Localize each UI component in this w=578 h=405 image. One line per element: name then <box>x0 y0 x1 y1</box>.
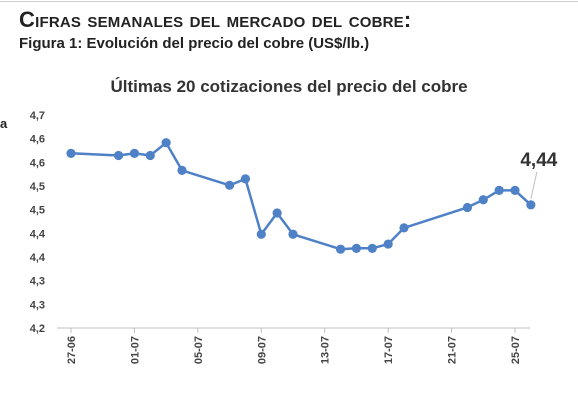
y-tick-label: 4,6 <box>30 157 45 169</box>
x-tick-label: 25-07 <box>510 336 522 364</box>
data-point <box>478 195 488 205</box>
y-tick-label: 4,5 <box>30 205 45 217</box>
data-point <box>335 244 346 254</box>
x-tick-label: 21-07 <box>447 336 459 364</box>
data-point <box>494 185 504 196</box>
series-line <box>70 141 532 251</box>
data-point <box>240 174 251 184</box>
y-tick-label: 4,2 <box>30 323 45 335</box>
data-point <box>288 229 298 239</box>
figure-caption: Figura 1: Evolución del precio del cobre… <box>19 35 370 52</box>
x-tick-label: 27-06 <box>66 336 78 364</box>
y-tick-label: 4,4 <box>30 228 46 240</box>
data-point <box>399 223 409 233</box>
data-point <box>161 138 171 148</box>
annotation-leader-line <box>530 171 538 199</box>
data-point <box>224 180 235 190</box>
page-headline: Cifras semanales del mercado del cobre: <box>19 7 412 32</box>
x-tick-label: 17-07 <box>383 336 395 364</box>
data-point <box>66 148 76 158</box>
data-point <box>526 200 536 210</box>
chart-container: Últimas 20 cotizaciones del precio del c… <box>0 68 578 400</box>
last-value-annotation: 4,44 <box>520 150 557 171</box>
y-axis: 4,2 4,3 4,3 4,4 4,4 4,5 4,5 4,6 4,6 4,7 <box>30 110 46 335</box>
y-tick-label: 4,4 <box>30 252 46 264</box>
y-tick-label: 4,5 <box>30 181 45 193</box>
plot-area: 4,44 <box>66 138 558 254</box>
data-point <box>367 243 377 253</box>
cropped-edge-text: a <box>0 116 8 131</box>
y-tick-label: 4,3 <box>30 276 45 288</box>
data-point <box>177 165 187 175</box>
top-rule <box>0 1 578 2</box>
data-point <box>129 148 140 158</box>
data-point <box>256 229 266 239</box>
page-header: Cifras semanales del mercado del cobre: … <box>19 6 569 52</box>
y-tick-label: 4,7 <box>30 110 45 122</box>
chart-title: Últimas 20 cotizaciones del precio del c… <box>110 77 467 96</box>
x-tick-label: 01-07 <box>129 336 141 364</box>
y-tick-label: 4,6 <box>30 134 45 146</box>
x-tick-label: 05-07 <box>193 336 205 364</box>
x-tick-label: 13-07 <box>320 336 332 364</box>
data-point <box>145 150 155 161</box>
data-point <box>113 150 124 161</box>
x-axis: 27-06 01-07 05-07 09-07 13-07 17-07 21-07 25-07 <box>57 327 530 364</box>
data-point <box>462 202 473 213</box>
data-point <box>351 243 362 253</box>
data-point <box>383 239 393 249</box>
y-tick-label: 4,3 <box>30 299 45 311</box>
data-point <box>272 208 282 218</box>
copper-price-chart: Últimas 20 cotizaciones del precio del c… <box>30 77 558 364</box>
x-tick-label: 09-07 <box>256 336 268 364</box>
data-point <box>510 185 520 196</box>
